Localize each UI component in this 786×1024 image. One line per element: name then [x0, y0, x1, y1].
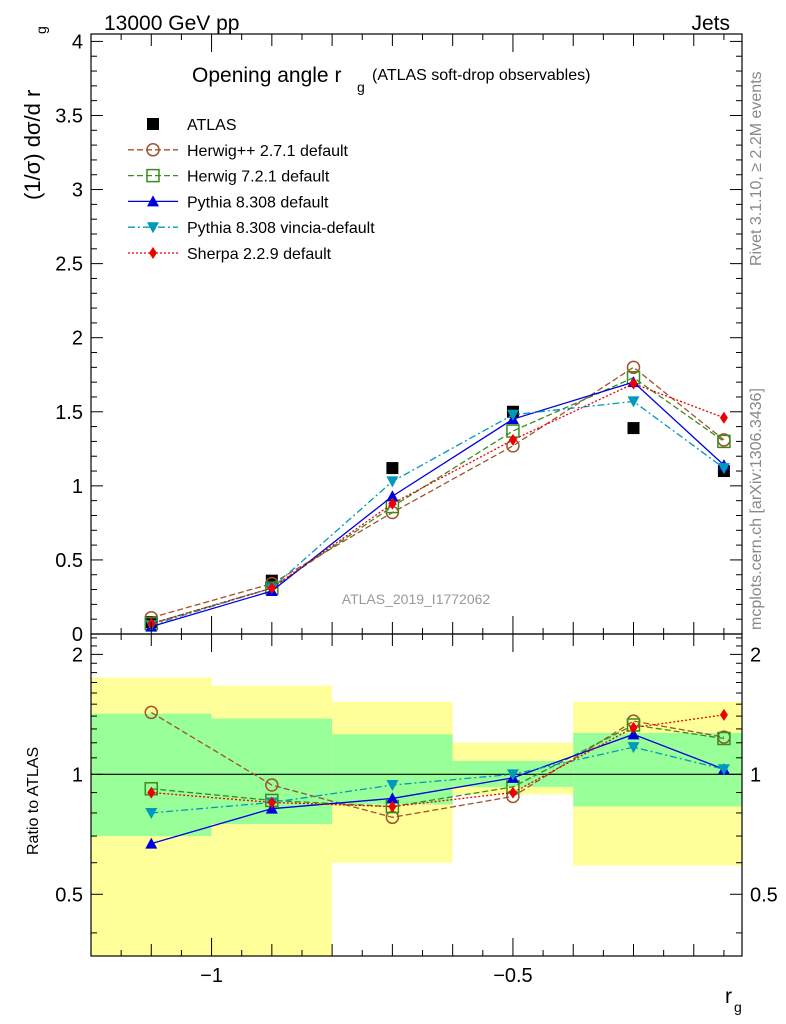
- data-point: [629, 377, 638, 390]
- ratio-point: [629, 721, 638, 734]
- y-tick-label: 1: [72, 476, 83, 498]
- y-tick-label: 3.5: [55, 105, 83, 127]
- ratio-point: [627, 742, 640, 754]
- legend-marker: [146, 168, 160, 183]
- ratio-point: [508, 786, 517, 799]
- series-line: [151, 366, 725, 619]
- data-point: [386, 490, 399, 502]
- legend-label: Herwig++ 2.7.1 default: [187, 143, 349, 160]
- ratio-plot-layer: [91, 677, 742, 956]
- y-tick-label: 2: [72, 328, 83, 350]
- main-plot-layer: [144, 360, 731, 632]
- series-line: [151, 382, 725, 625]
- x-axis-title-sub: g: [734, 999, 742, 1015]
- main-plot-panel: 0 0.5 1 1.5 2 2.5 3 3.5 4: [55, 31, 743, 646]
- ratio-band-inner: [573, 732, 742, 807]
- chart-title-main: Opening angle r: [192, 64, 341, 87]
- ratio-series-line: [150, 711, 725, 818]
- ratio-point: [386, 792, 399, 804]
- chart-title: Opening angle r g (ATLAS soft-drop obser…: [192, 64, 590, 95]
- ratio-point: [145, 807, 158, 819]
- ratio-series-line: [151, 724, 725, 808]
- ratio-y-tick-label: 0.5: [750, 884, 778, 906]
- ratio-point: [267, 796, 276, 809]
- y-tick-label: 1.5: [55, 402, 83, 424]
- y-tick-label: 0.5: [55, 550, 83, 572]
- data-point: [717, 463, 730, 475]
- x-axis-title: r g: [725, 985, 742, 1015]
- ratio-point: [265, 778, 279, 792]
- ratio-axis-title: Ratio to ATLAS: [25, 747, 42, 855]
- data-point: [627, 422, 640, 435]
- legend-label: Sherpa 2.2.9 default: [187, 246, 332, 263]
- ratio-series-line: [151, 714, 725, 808]
- y-tick-label: 0: [72, 624, 83, 646]
- header-right-label: Jets: [691, 12, 730, 35]
- chart-title-sub: g: [357, 79, 365, 95]
- ratio-point: [144, 705, 159, 720]
- ratio-plot-panel: 0.5 0.5 1 1 2 2 −1 −0.5: [55, 633, 778, 987]
- ratio-series-line: [151, 733, 725, 845]
- ratio-x-ticks: −1 −0.5: [120, 634, 725, 987]
- rivet-version-label: Rivet 3.1.10, ≥ 2.2M events: [748, 71, 765, 266]
- ratio-point: [147, 786, 156, 799]
- y-axis-title-main: (1/σ) dσ/d r: [20, 90, 45, 200]
- ratio-y-tick-label: 2: [72, 644, 83, 666]
- ratio-y-ticks: 0.5 0.5 1 1 2 2: [55, 637, 778, 934]
- ratio-point: [717, 731, 731, 746]
- ratio-point: [717, 764, 730, 776]
- data-point: [267, 582, 276, 595]
- legend: ATLAS Herwig++ 2.7.1 default Herwig 7.2.1 …: [128, 117, 375, 263]
- mcplots-citation-label: mcplots.cern.ch [arXiv:1306.3436]: [748, 388, 765, 630]
- legend-marker: [147, 118, 159, 130]
- ratio-plot-frame: [90, 633, 743, 957]
- legend-label: Pythia 8.308 default: [187, 194, 329, 211]
- data-point: [388, 497, 397, 510]
- legend-marker: [146, 143, 160, 157]
- ratio-point: [145, 837, 158, 849]
- y-tick-label: 2.5: [55, 254, 83, 276]
- series-line: [151, 381, 725, 628]
- data-point: [719, 411, 728, 424]
- legend-marker: [147, 195, 159, 207]
- data-point: [386, 476, 399, 488]
- y-tick-label: 3: [72, 180, 83, 202]
- main-y-ticks: 0 0.5 1 1.5 2 2.5 3 3.5 4: [55, 31, 742, 646]
- ratio-series-line: [151, 746, 725, 814]
- data-point: [386, 462, 399, 475]
- legend-marker: [149, 247, 157, 259]
- x-tick-label: −1: [200, 965, 223, 987]
- ratio-point: [719, 708, 728, 721]
- ratio-y-tick-label: 0.5: [55, 884, 83, 906]
- ratio-point: [627, 728, 640, 740]
- header-left-label: 13000 GeV pp: [104, 12, 239, 35]
- y-axis-title-sub: g: [33, 26, 49, 34]
- y-axis-title: (1/σ) dσ/d r g: [20, 26, 49, 200]
- analysis-watermark: ATLAS_2019_I1772062: [342, 591, 491, 607]
- legend-label: Herwig 7.2.1 default: [187, 169, 330, 186]
- data-point: [506, 409, 519, 421]
- ratio-y-tick-label: 2: [750, 644, 761, 666]
- ratio-point: [506, 769, 519, 781]
- ratio-y-tick-label: 1: [750, 764, 761, 786]
- data-point: [626, 360, 641, 375]
- ratio-point: [386, 780, 399, 792]
- x-axis-title-main: r: [725, 985, 732, 1008]
- data-point: [508, 433, 517, 446]
- x-tick-label: −0.5: [493, 965, 532, 987]
- legend-marker: [147, 222, 159, 234]
- ratio-y-tick-label: 1: [72, 764, 83, 786]
- y-tick-label: 4: [72, 31, 83, 53]
- legend-label: ATLAS: [187, 117, 237, 134]
- data-point: [717, 434, 731, 449]
- ratio-point: [388, 800, 397, 813]
- series-line: [151, 376, 725, 625]
- data-point: [627, 396, 640, 408]
- main-x-ticks: [120, 34, 725, 634]
- legend-label: Pythia 8.308 vincia-default: [187, 220, 375, 237]
- chart-title-suffix: (ATLAS soft-drop observables): [372, 67, 590, 84]
